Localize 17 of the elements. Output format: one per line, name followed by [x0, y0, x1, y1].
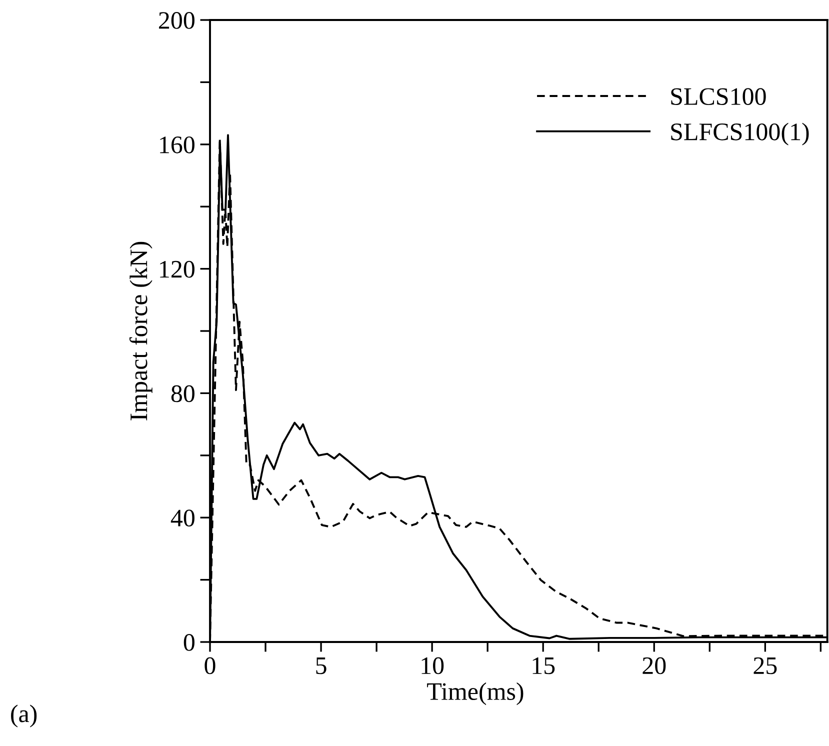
y-tick-label: 120	[160, 260, 194, 278]
y-tick-label: 80	[171, 385, 194, 402]
y-tick-label: 0	[184, 634, 194, 651]
y-tick-label: 40	[170, 510, 194, 527]
x-axis-title: Time(ms)	[427, 682, 524, 706]
legend-label: SLFCS100(1)	[671, 122, 809, 146]
x-tick-label: 25	[754, 657, 777, 674]
x-tick-label: 0	[204, 657, 216, 674]
y-tick-label: 160	[160, 136, 194, 154]
text: (a)	[11, 704, 37, 728]
x-tick-label: 20	[642, 657, 666, 674]
x-tick-label: 10	[422, 657, 444, 674]
x-tick-label: 5	[316, 658, 326, 674]
x-tick-label: 15	[532, 657, 555, 674]
legend-label: SLCS100	[671, 88, 766, 106]
y-tick-label: 200	[159, 12, 194, 29]
y-axis-title: Impact force (kN)	[129, 242, 152, 420]
